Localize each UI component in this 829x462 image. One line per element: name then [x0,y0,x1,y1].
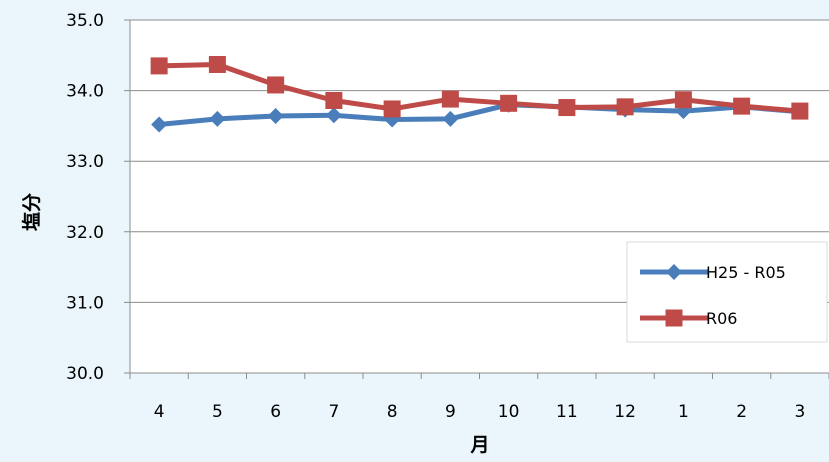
data-point [208,55,226,73]
data-point [209,110,226,127]
legend-label: H25 - R05 [706,263,786,282]
y-tick-label: 31.0 [66,293,104,313]
series-line [159,61,801,114]
data-point [674,91,692,109]
x-tick-label: 9 [445,402,456,422]
data-point [325,91,343,109]
x-tick-label: 10 [498,402,520,422]
data-point [150,57,168,75]
x-tick-label: 2 [736,402,747,422]
legend-marker [666,264,682,280]
data-point [442,110,459,127]
y-tick-label: 35.0 [66,11,104,31]
data-point [733,97,751,115]
data-point [500,94,518,112]
legend: H25 - R05 R06 [626,241,828,343]
x-tick-label: 3 [794,402,805,422]
y-tick-label: 33.0 [66,152,104,172]
data-point [616,98,634,116]
data-point [267,108,284,125]
x-tick-label: 1 [678,402,689,422]
data-point [383,100,401,118]
y-tick-labels: 30.0 31.0 32.0 33.0 34.0 35.0 [66,11,104,384]
data-point [325,107,342,124]
y-tick-label: 30.0 [66,364,104,384]
legend-label: R06 [706,309,737,328]
y-tick-label: 32.0 [66,223,104,243]
x-axis: 4 5 6 7 8 9 10 11 12 1 2 3 [129,20,829,422]
x-tick-label: 11 [556,402,578,422]
x-tick-label: 7 [328,402,339,422]
data-point [791,102,809,120]
x-axis-title: 月 [469,434,489,456]
x-tick-label: 12 [614,402,636,422]
data-point [267,76,285,94]
legend-box [626,241,828,343]
series-line [158,102,801,127]
data-point [151,116,168,133]
y-axis-title: 塩分 [20,193,43,231]
data-point [558,99,576,117]
x-tick-label: 4 [154,402,165,422]
series-2 [150,55,809,120]
data-point [441,90,459,108]
series-group [150,55,809,133]
x-tick-label: 6 [270,402,281,422]
x-tick-label: 5 [212,402,223,422]
y-tick-label: 34.0 [66,82,104,102]
legend-entry: H25 - R05 [640,263,786,282]
legend-marker [665,309,683,327]
legend-entry: R06 [640,309,737,328]
x-tick-label: 8 [387,402,398,422]
